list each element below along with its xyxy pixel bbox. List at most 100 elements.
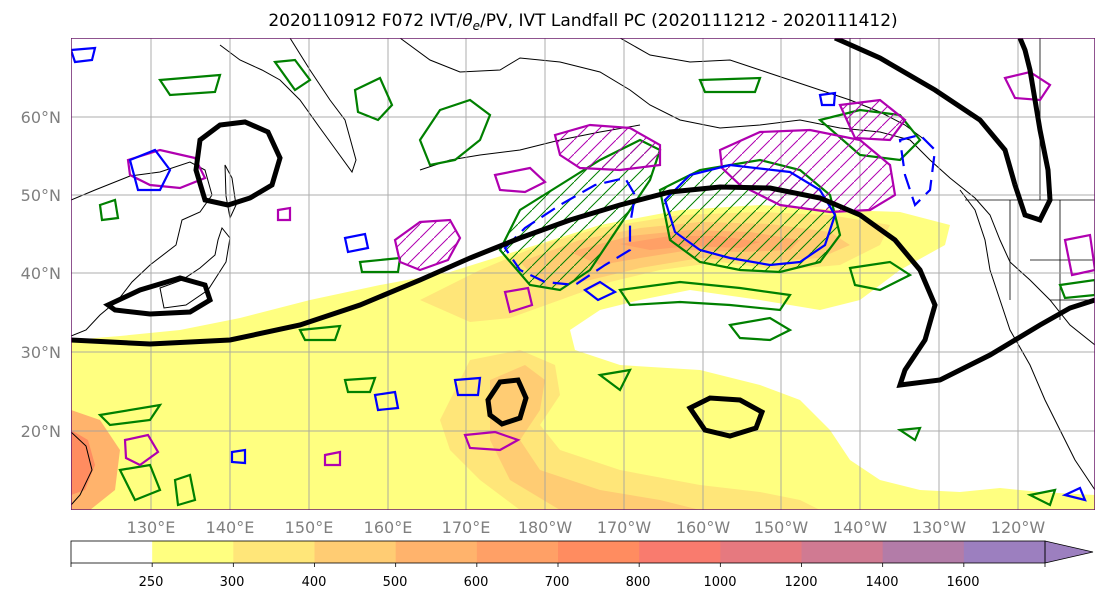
lon-label-150e: 150°E (285, 518, 334, 537)
pc-pos-small-3 (276, 206, 292, 222)
map-panel (71, 38, 1095, 510)
pc-pos-south-3 (323, 450, 342, 467)
pv-contour-south-1 (97, 403, 163, 427)
pv-contour-mid-4 (848, 260, 913, 292)
pv-contour-mid-3 (728, 316, 793, 342)
colorbar-segments (71, 541, 1046, 563)
pc-neg-small-1 (582, 280, 618, 302)
sakhalin-coastline (224, 164, 237, 220)
colorbar-ticks (70, 563, 1046, 567)
pv-contour-south-6 (1026, 488, 1057, 507)
pv-contour-north-1 (418, 98, 492, 167)
lat-label-40n: 40°N (21, 264, 61, 283)
colorbar-tick-labels: 250 300 400 500 600 700 800 1000 1200 14… (139, 575, 980, 590)
pc-pos-gulf-of-alaska (718, 128, 897, 214)
pc-pos-small-2 (493, 166, 547, 194)
colorbar-extend-arrow (1044, 540, 1094, 564)
lon-label-130e: 130°E (127, 518, 176, 537)
cb-label-500: 500 (383, 575, 408, 590)
lat-label-20n: 20°N (21, 422, 61, 441)
pc-pos-central (393, 218, 462, 272)
colorbar-segment (963, 541, 1046, 563)
theta-e-japan-loop (103, 275, 214, 317)
theta-e-north-east-arc (833, 38, 1053, 224)
longitude-labels: 130°E 140°E 150°E 160°E 170°E 180°W 170°… (127, 518, 1046, 537)
pv-contour-south-5 (896, 426, 922, 442)
state-lines (1009, 200, 1095, 320)
colorbar-segment (314, 541, 397, 563)
colorbar-segment (639, 541, 721, 563)
theta-e-main-contour (71, 184, 1095, 388)
pc-neg-bc (898, 133, 937, 208)
ivt-shade-400-south (490, 365, 700, 510)
lat-label-30n: 30°N (21, 343, 61, 362)
ivt-shade-250-subtropics (71, 345, 560, 480)
pc-neg-south-1 (453, 376, 482, 397)
pv-contour-north-3 (273, 58, 312, 92)
colorbar-segment (882, 541, 965, 563)
cb-label-1000: 1000 (703, 575, 736, 590)
pc-neg-north-west (71, 46, 97, 64)
lon-label-150w: 150°W (754, 518, 809, 537)
theta-e-subtropic-loop-1 (485, 377, 529, 427)
lon-label-120w: 120°W (991, 518, 1046, 537)
cb-label-1200: 1200 (784, 575, 817, 590)
pv-contour-west-2 (298, 324, 342, 342)
cb-label-250: 250 (139, 575, 164, 590)
pc-pos-small-1 (503, 286, 534, 314)
north-america-coast (959, 189, 1095, 491)
pc-neg-south-3 (230, 448, 247, 465)
colorbar-segment (720, 541, 802, 563)
lon-label-160e: 160°E (364, 518, 413, 537)
pv-contour-mid-2 (618, 280, 792, 312)
pc-neg-south-2 (373, 390, 400, 412)
pv-contour-west-4 (1058, 278, 1095, 300)
pc-negative-contours (71, 46, 1087, 502)
lon-label-140e: 140°E (206, 518, 255, 537)
pv-contour-south-3 (173, 473, 197, 507)
cb-label-300: 300 (220, 575, 245, 590)
pc-pos-east-edge (1063, 233, 1095, 277)
colorbar-segment (233, 541, 315, 563)
cb-label-600: 600 (464, 575, 489, 590)
colorbar-segment (395, 541, 478, 563)
lon-label-130w: 130°W (912, 518, 967, 537)
theta-e-north-west-loop (193, 119, 283, 208)
siberia-coast (399, 38, 1095, 346)
lon-label-180w: 180°W (518, 518, 573, 537)
pv-contour-south-4 (597, 368, 632, 392)
cb-label-400: 400 (302, 575, 327, 590)
japan-coastline (159, 226, 231, 309)
cb-label-1400: 1400 (865, 575, 898, 590)
lon-label-170w: 170°W (597, 518, 652, 537)
latitude-labels: 60°N 50°N 40°N 30°N 20°N (21, 108, 61, 441)
lat-label-60n: 60°N (21, 108, 61, 127)
pv-contour-west-1 (98, 198, 120, 222)
pv-contour-south-2 (118, 463, 162, 502)
ivt-shade-tropics-core (71, 430, 95, 495)
lon-label-160w: 160°W (676, 518, 731, 537)
lat-label-50n: 50°N (21, 186, 61, 205)
pc-neg-mid (343, 232, 370, 254)
colorbar-segment (801, 541, 884, 563)
figure-title: 2020110912 F072 IVT/θe/PV, IVT Landfall … (268, 11, 897, 33)
pv-contour-north-4 (158, 73, 222, 97)
pc-pos-aleutians (553, 123, 662, 172)
pv-contour-west-3 (343, 376, 377, 394)
lon-label-140w: 140°W (833, 518, 888, 537)
colorbar-segment (558, 541, 640, 563)
colorbar: 250 300 400 500 600 700 800 1000 1200 14… (70, 540, 1094, 590)
pc-neg-east-pacific (663, 163, 837, 267)
cb-label-1600: 1600 (946, 575, 979, 590)
pc-neg-south-east (1061, 486, 1087, 502)
colorbar-segment (152, 541, 234, 563)
theta-e-contours (71, 38, 1095, 439)
colorbar-segment (476, 541, 559, 563)
pc-neg-west (128, 148, 172, 192)
pc-pos-south-2 (123, 433, 160, 467)
pc-pos-south-1 (463, 430, 521, 452)
lon-label-170e: 170°E (442, 518, 491, 537)
kamchatka-coastline (219, 38, 357, 174)
pv-contour-north-2 (353, 76, 394, 122)
